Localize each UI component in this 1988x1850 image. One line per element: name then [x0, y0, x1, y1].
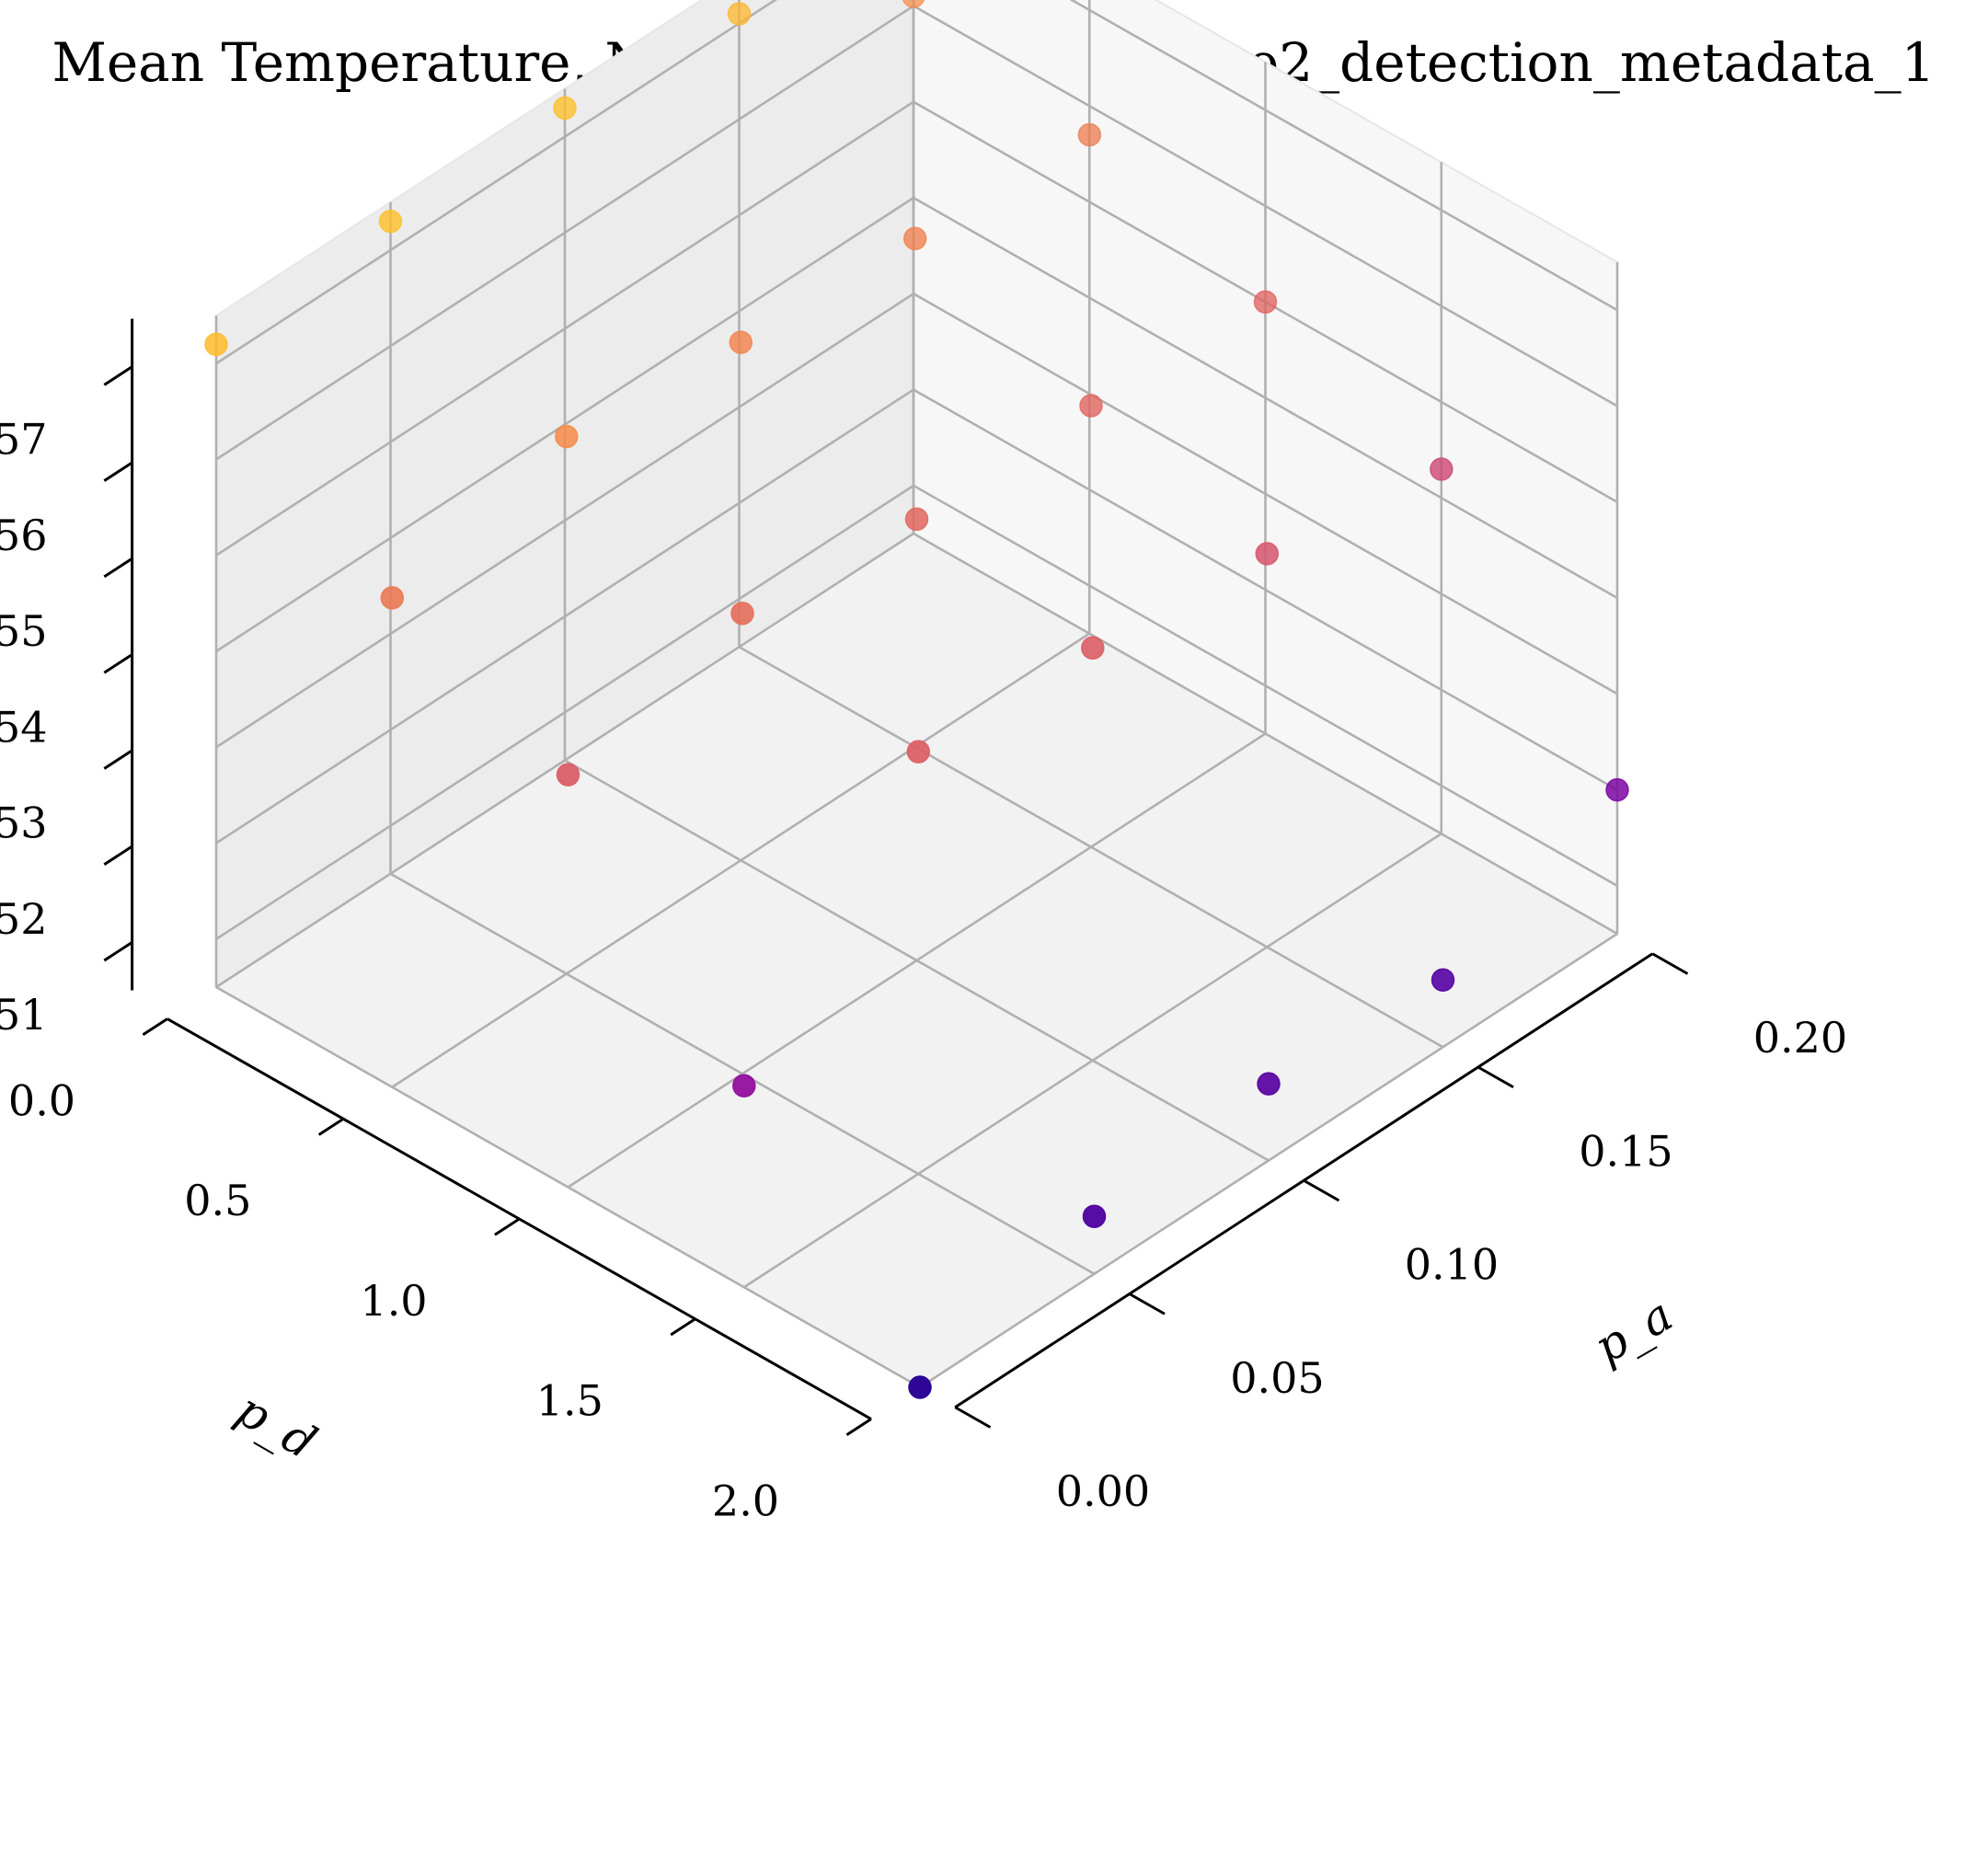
data-point [1079, 394, 1103, 418]
data-point [378, 209, 403, 234]
grid-line-wall-temp [913, 293, 1618, 695]
data-point [1081, 636, 1105, 661]
pa-tick-mark [1477, 1065, 1514, 1089]
grid-line-wall-temp [913, 484, 1618, 887]
grid-line-wall-temp [215, 0, 777, 365]
temperature-tick-label: 53 [0, 799, 48, 848]
grid-line-wall-temp [215, 293, 914, 749]
data-point [908, 1375, 932, 1399]
data-point [904, 507, 929, 532]
pa-tick-label: 0.00 [1056, 1466, 1150, 1516]
pd-tick-mark [845, 1418, 872, 1437]
pd-tick-label: 0.5 [184, 1176, 251, 1225]
temperature-tick-label: 52 [0, 894, 48, 944]
grid-line-floor-pa [913, 532, 1618, 936]
pa-tick-mark [1303, 1178, 1340, 1202]
pd-tick-label: 0.0 [8, 1075, 75, 1125]
grid-line-wall-temp [215, 196, 914, 653]
temperature-tick-mark [103, 365, 133, 386]
data-point [556, 763, 580, 787]
grid-line-floor-pa [389, 872, 1096, 1275]
temperature-tick-label: 56 [0, 511, 48, 560]
pa-tick-label: 0.20 [1753, 1013, 1847, 1063]
pd-tick-label: 1.0 [360, 1276, 427, 1326]
grid-line-floor-pa [738, 646, 1444, 1049]
data-point [1431, 968, 1455, 992]
data-point [906, 740, 931, 764]
temperature-tick-label: 51 [0, 990, 48, 1040]
data-point [1255, 542, 1280, 566]
temperature-tick-mark [103, 557, 133, 579]
grid-line-wall-temp [913, 5, 1618, 408]
temperature-tick-mark [103, 941, 133, 962]
grid-line-wall-temp [215, 388, 914, 845]
data-points [204, 0, 1629, 1399]
temperature-tick-mark [103, 845, 133, 867]
temperature-tick-mark [103, 653, 133, 674]
data-point [553, 96, 577, 121]
pd-tick-label: 2.0 [712, 1476, 779, 1525]
axis-ticks: 0.0 0.5 1.0 1.5 2.0 0.00 0.05 0.10 0.15 0.20 51 52 5… [0, 365, 1847, 1525]
grid-line-wall-temp [215, 5, 914, 461]
temperature-tick-label: 57 [0, 415, 48, 465]
data-point [1605, 777, 1629, 802]
data-point [902, 226, 927, 251]
grid-line-wall-temp [913, 196, 1618, 600]
data-point [727, 2, 752, 26]
data-point [1257, 1072, 1281, 1096]
pa-tick-mark [954, 1406, 992, 1429]
pa-tick-label: 0.15 [1579, 1126, 1672, 1176]
temperature-tick-label: 55 [0, 606, 48, 656]
temperature-tick-mark [103, 461, 133, 482]
pd-axis-label: p_d [227, 1383, 325, 1470]
pa-tick-label: 0.10 [1405, 1240, 1499, 1290]
grid-line-wall-temp [913, 388, 1618, 791]
pd-tick-mark [317, 1118, 345, 1136]
grid-line-wall-temp [215, 484, 914, 940]
axis-panes [214, 0, 1619, 1389]
temperature-tick-label: 54 [0, 702, 48, 752]
data-point [1430, 457, 1454, 481]
data-point [732, 1074, 756, 1097]
pa-axis-label: p_a [1586, 1288, 1682, 1374]
temperature-tick-mark [103, 749, 133, 770]
data-point [730, 601, 754, 626]
grid-line-wall-temp [215, 100, 914, 557]
data-point [902, 0, 925, 8]
pd-tick-mark [670, 1317, 696, 1337]
grid-line-floor-pa [215, 985, 921, 1389]
data-point [380, 586, 405, 610]
data-point [1253, 290, 1278, 314]
data-point [204, 332, 228, 357]
pa-tick-label: 0.05 [1230, 1353, 1324, 1403]
grid-line-floor-pa [564, 759, 1270, 1162]
data-point [1077, 122, 1102, 147]
pa-tick-mark [1129, 1293, 1166, 1316]
pd-tick-mark [142, 1017, 168, 1037]
grid-line-wall-temp [1069, 0, 1618, 312]
data-point [729, 330, 753, 354]
data-point [555, 424, 579, 449]
grid-lines [214, 0, 1619, 1389]
data-point [1082, 1204, 1107, 1228]
pd-tick-mark [494, 1217, 521, 1236]
pd-tick-label: 1.5 [536, 1376, 603, 1426]
pa-tick-mark [1651, 952, 1689, 975]
